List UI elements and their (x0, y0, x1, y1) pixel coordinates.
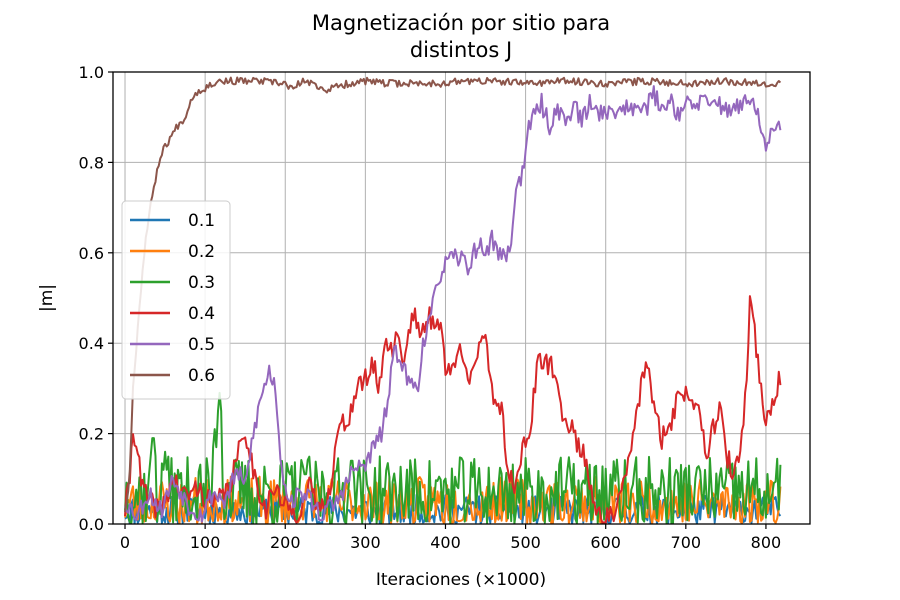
y-tick-label: 0.2 (79, 425, 104, 444)
y-tick-label: 0.4 (79, 334, 104, 353)
x-tick-label: 300 (350, 533, 381, 552)
legend-label: 0.5 (188, 335, 215, 355)
axis-ticks: 0 100 200 300 400 500 600 700 800 0.0 0.2 0.4 0.6 0.8… (79, 63, 782, 552)
legend-label: 0.2 (188, 242, 215, 262)
legend-label: 0.4 (188, 304, 215, 324)
x-tick-label: 700 (671, 533, 702, 552)
x-tick-label: 200 (270, 533, 301, 552)
y-tick-label: 0.6 (79, 244, 104, 263)
legend-label: 0.1 (188, 211, 215, 231)
series-line-0.4 (124, 295, 782, 524)
y-tick-label: 1.0 (79, 63, 104, 82)
x-axis-label: Iteraciones (×1000) (376, 570, 546, 590)
x-tick-label: 0 (120, 533, 130, 552)
legend-label: 0.6 (188, 366, 215, 386)
legend-label: 0.3 (188, 273, 215, 293)
x-tick-label: 500 (510, 533, 541, 552)
legend: 0.1 0.2 0.3 0.4 0.5 0.6 (121, 200, 231, 400)
series-line-0.5 (124, 85, 782, 523)
x-tick-label: 100 (190, 533, 221, 552)
x-tick-label: 400 (430, 533, 461, 552)
y-tick-label: 0.0 (79, 515, 104, 534)
series-lines (124, 76, 782, 524)
y-tick-label: 0.8 (79, 153, 104, 172)
series-line-0.6 (124, 76, 782, 513)
plot-frame (112, 71, 811, 525)
x-tick-label: 600 (590, 533, 621, 552)
x-tick-label: 800 (751, 533, 782, 552)
chart-title-line-2: distintos J (410, 38, 512, 62)
y-axis-label: |m| (37, 284, 57, 312)
chart-title-line-1: Magnetización por sitio para (312, 11, 610, 35)
